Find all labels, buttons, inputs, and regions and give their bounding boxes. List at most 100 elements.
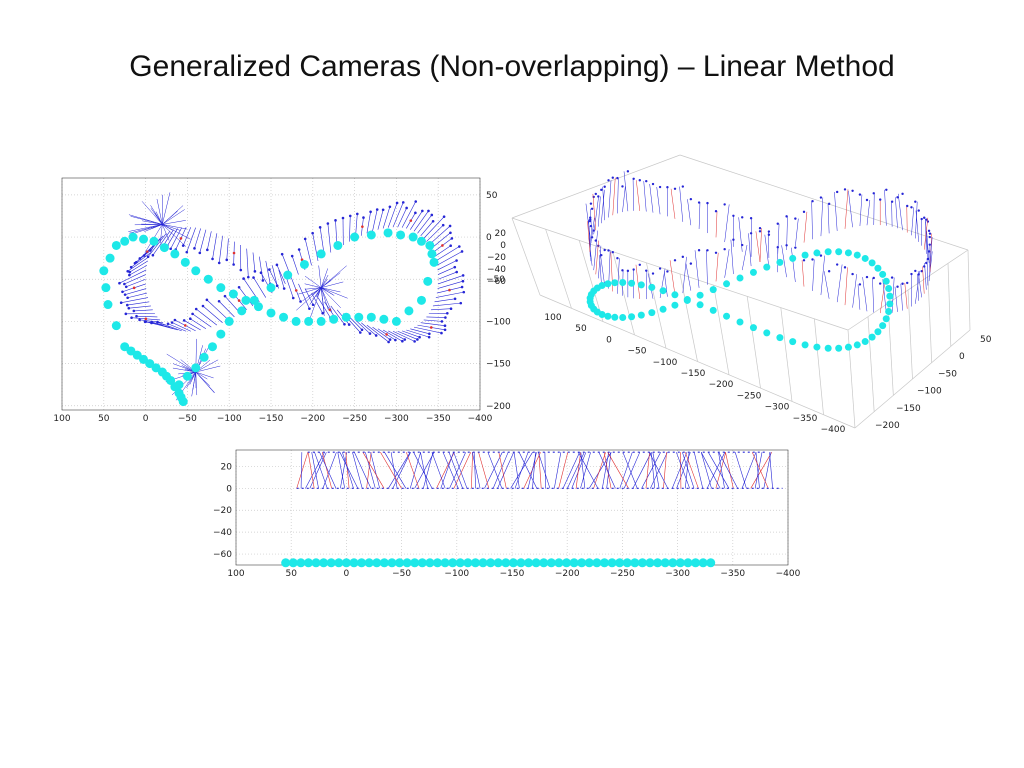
trajectory-point (660, 558, 670, 568)
camera-ray (812, 259, 815, 291)
camera-point (247, 275, 250, 279)
camera-point (811, 258, 814, 261)
trajectory-point (404, 306, 414, 316)
camera-ray (278, 269, 285, 289)
trajectory-point (237, 306, 247, 316)
grid-line (746, 296, 761, 389)
camera-point (611, 176, 614, 179)
camera-point (459, 301, 463, 305)
camera-point (714, 251, 718, 255)
camera-point (901, 282, 904, 285)
trajectory-point (103, 300, 113, 310)
camera-ray (417, 214, 433, 234)
camera-point (776, 245, 779, 249)
camera-point (223, 294, 227, 298)
top-view-plot: 100 50 0 −50 −100 −150 −200 −250 −300 −350 −400500… (53, 177, 511, 424)
camera-ray (676, 452, 690, 489)
camera-point (343, 322, 346, 326)
x-tick-label: −300 (665, 569, 690, 579)
x-tick-label: −400 (821, 425, 846, 435)
camera-ray (226, 238, 229, 260)
trajectory-point (111, 240, 121, 250)
camera-ray (437, 280, 464, 289)
trajectory-point (425, 240, 435, 250)
camera-point (123, 282, 126, 286)
camera-ray (195, 372, 198, 396)
camera-ray (361, 322, 377, 336)
camera-point (442, 215, 446, 218)
frame-edge (967, 249, 971, 331)
trajectory-point (569, 558, 579, 568)
x-tick-label: −400 (776, 569, 801, 579)
camera-ray (191, 371, 197, 397)
camera-ray (307, 452, 315, 489)
camera-point (616, 176, 619, 180)
trajectory-point (562, 558, 572, 568)
camera-ray (128, 214, 163, 225)
grid-line (780, 307, 793, 402)
trajectory-point (698, 558, 708, 568)
camera-point (416, 338, 419, 341)
camera-ray (401, 330, 420, 338)
camera-ray (514, 452, 529, 489)
camera-ray (612, 177, 616, 216)
camera-ray (184, 320, 201, 331)
camera-ray (420, 322, 446, 327)
y-tick-label: −100 (486, 317, 511, 327)
trajectory-point (598, 282, 606, 290)
x-tick-label: 50 (98, 414, 110, 424)
camera-point (603, 248, 606, 252)
trajectory-point (886, 292, 894, 300)
camera-ray (370, 452, 380, 489)
trajectory-point (455, 558, 465, 568)
camera-point (126, 296, 129, 300)
y-tick-label: 0 (486, 233, 492, 243)
camera-point (666, 270, 669, 273)
camera-point (843, 188, 847, 191)
frame-edge (679, 154, 969, 251)
x-tick-label: −150 (681, 369, 706, 379)
camera-point (362, 216, 365, 219)
camera-ray (196, 308, 218, 326)
camera-ray (171, 322, 191, 332)
y-tick-label: 0 (226, 484, 232, 494)
camera-ray (384, 452, 407, 489)
camera-point (414, 211, 417, 215)
camera-ray (911, 207, 915, 236)
camera-ray (119, 269, 147, 284)
camera-point (360, 328, 364, 332)
y-tick-label: −20 (213, 506, 232, 516)
camera-point (303, 237, 307, 241)
camera-ray (682, 256, 687, 294)
camera-ray (708, 452, 730, 489)
camera-ray (453, 452, 468, 489)
camera-point (819, 196, 823, 199)
camera-ray (192, 313, 212, 328)
camera-ray (312, 287, 322, 301)
camera-point (589, 202, 593, 205)
camera-point (458, 245, 461, 248)
camera-ray (296, 287, 322, 311)
camera-ray (195, 371, 211, 387)
camera-point (706, 201, 709, 205)
camera-ray (172, 367, 196, 373)
camera-point (138, 257, 142, 260)
camera-ray (410, 210, 423, 230)
camera-point (906, 204, 909, 208)
trajectory-point (303, 558, 313, 568)
camera-ray (926, 258, 929, 286)
camera-ray (121, 297, 149, 304)
trajectory-point (478, 558, 488, 568)
camera-ray (195, 365, 221, 373)
camera-ray (413, 210, 429, 232)
camera-point (658, 267, 662, 270)
camera-ray (372, 209, 378, 232)
trajectory-point (425, 558, 435, 568)
feature-point (132, 286, 136, 290)
camera-ray (929, 237, 933, 268)
camera-point (374, 334, 378, 337)
camera-point (355, 212, 359, 216)
camera-ray (803, 211, 808, 243)
camera-ray (170, 227, 182, 249)
trajectory-point (637, 558, 647, 568)
